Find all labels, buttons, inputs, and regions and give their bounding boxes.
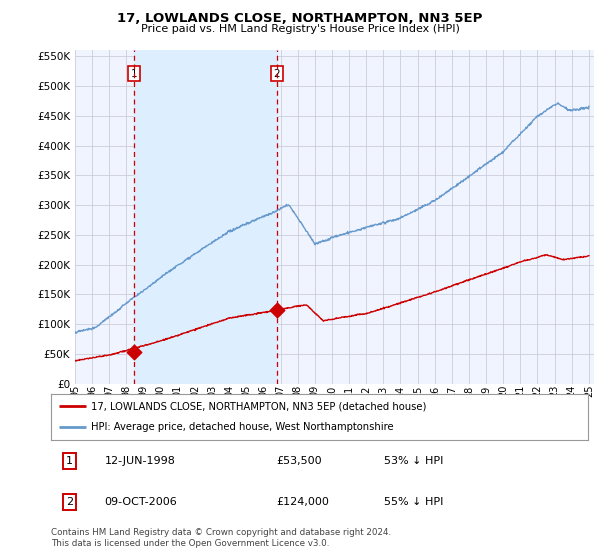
Text: £124,000: £124,000 — [277, 497, 329, 507]
Text: 17, LOWLANDS CLOSE, NORTHAMPTON, NN3 5EP (detached house): 17, LOWLANDS CLOSE, NORTHAMPTON, NN3 5EP… — [91, 401, 427, 411]
Text: 1: 1 — [131, 69, 137, 79]
Text: £53,500: £53,500 — [277, 456, 322, 466]
Text: 2: 2 — [274, 69, 280, 79]
Text: Contains HM Land Registry data © Crown copyright and database right 2024.
This d: Contains HM Land Registry data © Crown c… — [51, 528, 391, 548]
Text: 53% ↓ HPI: 53% ↓ HPI — [384, 456, 443, 466]
Text: 1: 1 — [66, 456, 73, 466]
Text: HPI: Average price, detached house, West Northamptonshire: HPI: Average price, detached house, West… — [91, 422, 394, 432]
Text: 2: 2 — [66, 497, 73, 507]
Text: Price paid vs. HM Land Registry's House Price Index (HPI): Price paid vs. HM Land Registry's House … — [140, 24, 460, 34]
Text: 09-OCT-2006: 09-OCT-2006 — [105, 497, 178, 507]
Text: 17, LOWLANDS CLOSE, NORTHAMPTON, NN3 5EP: 17, LOWLANDS CLOSE, NORTHAMPTON, NN3 5EP — [118, 12, 482, 25]
Point — [272, 305, 281, 314]
Bar — [134, 50, 277, 384]
Text: 12-JUN-1998: 12-JUN-1998 — [105, 456, 176, 466]
Point — [129, 347, 139, 356]
Text: 55% ↓ HPI: 55% ↓ HPI — [384, 497, 443, 507]
